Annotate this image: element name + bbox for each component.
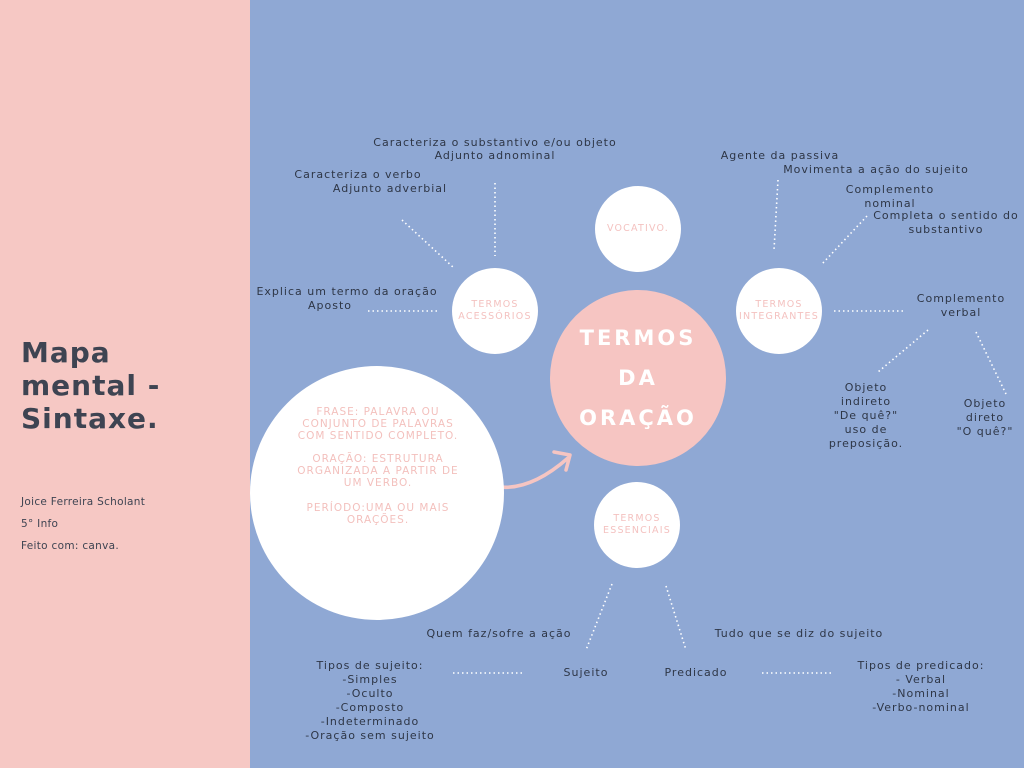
central-line: TERMOS	[579, 326, 697, 350]
predicado-description: Tudo que se diz do sujeito	[714, 627, 884, 640]
made-with: Feito com: canva.	[21, 540, 119, 552]
adverbial-description: Caracteriza o verbo	[294, 168, 422, 181]
complemento-nominal-label: Complemento nominal	[845, 183, 935, 210]
complemento-verbal-label: Complemento verbal	[916, 292, 1006, 319]
sujeito-description: Quem faz/sofre a ação	[426, 627, 572, 640]
class-name: 5° Info	[21, 518, 59, 530]
aposto-description: Explica um termo da oração	[256, 285, 438, 298]
oracao-definition: ORAÇÃO: ESTRUTURA ORGANIZADA A PARTIR DE…	[297, 453, 459, 489]
arrow-head-icon	[552, 450, 572, 472]
aposto-label: Aposto	[307, 299, 352, 312]
objeto-direto-label: Objeto direto "O quê?"	[956, 397, 1014, 438]
central-topic: TERMOS DA ORAÇÃO	[550, 290, 726, 466]
definition-circle	[250, 366, 504, 620]
agente-passiva-label: Agente da passiva	[720, 149, 840, 162]
mind-map-canvas: FRASE: PALAVRA OU CONJUNTO DE PALAVRAS C…	[250, 0, 1024, 768]
page-title: Mapa mental - Sintaxe.	[21, 336, 160, 435]
connector-agente	[773, 179, 779, 251]
periodo-definition: PERÍODO:UMA OU MAIS ORAÇÕES.	[306, 502, 450, 526]
central-line: DA	[618, 366, 658, 390]
sidebar: Mapa mental - Sintaxe. Joice Ferreira Sc…	[0, 0, 250, 768]
complemento-nominal-description: Completa o sentido do substantivo	[873, 209, 1019, 236]
connector-adverbial	[401, 219, 455, 269]
objeto-indireto-label: Objeto indireto "De quê?" uso de preposi…	[828, 381, 904, 450]
tipos-predicado-list: Tipos de predicado: - Verbal -Nominal -V…	[857, 659, 985, 714]
adnominal-label: Adjunto adnominal	[434, 149, 556, 162]
connector-lines	[368, 179, 1007, 674]
integrantes-label: TERMOS INTEGRANTES	[739, 299, 819, 322]
adnominal-description: Caracteriza o substantivo e/ou objeto	[373, 136, 617, 149]
vocativo-circle: VOCATIVO.	[595, 186, 681, 272]
integrantes-circle: TERMOS INTEGRANTES	[736, 268, 822, 354]
author-name: Joice Ferreira Scholant	[21, 496, 146, 508]
connector-nominal	[821, 215, 868, 265]
adverbial-label: Adjunto adverbial	[332, 182, 448, 195]
connector-predicado	[665, 585, 687, 651]
acessorios-circle: TERMOS ACESSÓRIOS	[452, 268, 538, 354]
connector-indireto	[877, 329, 929, 373]
tipos-sujeito-list: Tipos de sujeito: -Simples -Oculto -Comp…	[305, 659, 435, 742]
essenciais-circle: TERMOS ESSENCIAIS	[594, 482, 680, 568]
title-line: mental -	[21, 369, 161, 402]
sujeito-label: Sujeito	[563, 666, 609, 679]
acessorios-label: TERMOS ACESSÓRIOS	[458, 299, 532, 322]
frase-definition: FRASE: PALAVRA OU CONJUNTO DE PALAVRAS C…	[297, 406, 459, 442]
title-line: Mapa	[21, 336, 111, 369]
predicado-label: Predicado	[664, 666, 728, 679]
agente-passiva-description: Movimenta a ação do sujeito	[783, 163, 969, 176]
central-line: ORAÇÃO	[579, 406, 697, 430]
connector-direto	[975, 331, 1007, 395]
vocativo-label: VOCATIVO.	[606, 223, 670, 234]
connector-sujeito	[585, 583, 613, 651]
essenciais-label: TERMOS ESSENCIAIS	[603, 513, 671, 536]
title-line: Sintaxe.	[21, 402, 159, 435]
